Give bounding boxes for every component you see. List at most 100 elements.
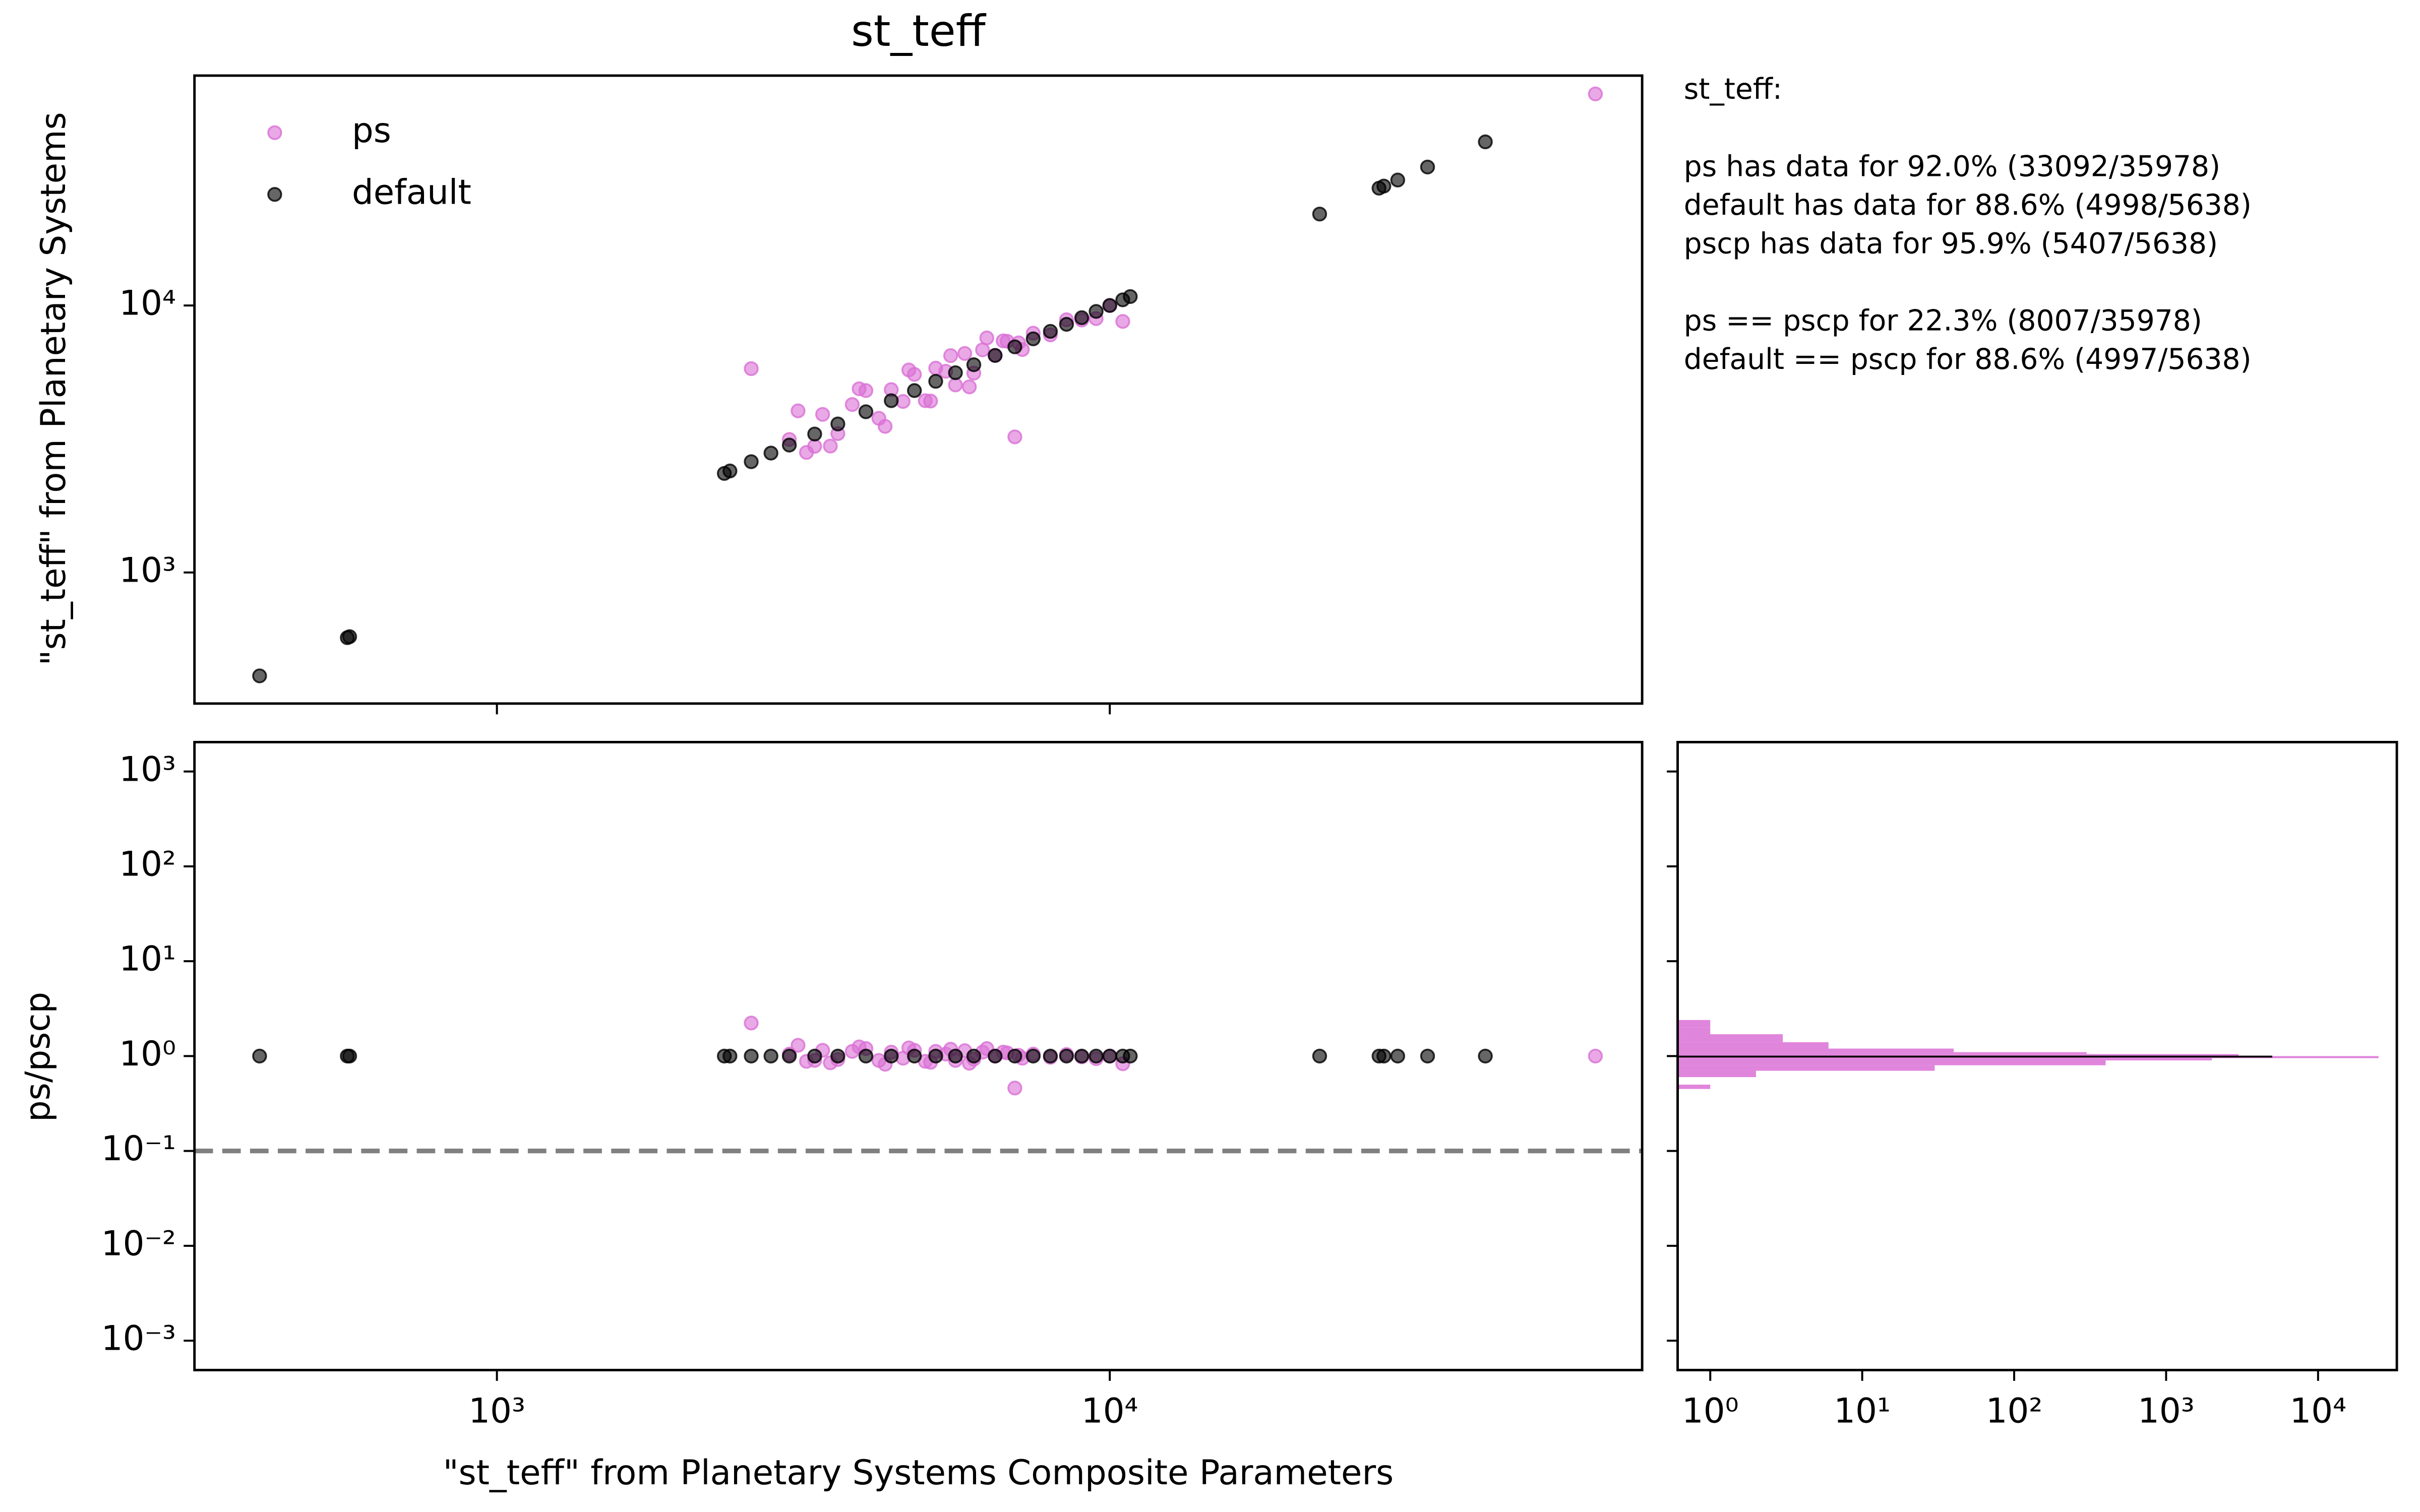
point [988,348,1003,363]
y-tick-label: 10³ [119,550,176,590]
histogram-bar [1677,1048,1954,1052]
y-tick-label: 10⁻¹ [101,1128,176,1168]
histogram-bar [1677,1042,1829,1049]
point [1043,324,1058,339]
point [830,1048,845,1064]
point [1420,1048,1435,1064]
point [858,404,874,419]
stats-line: ps has data for 92.0% (33092/35978) [1684,150,2220,183]
point [1123,289,1138,304]
axes-frame [1676,741,2398,1371]
point [815,407,830,422]
point [342,629,357,644]
point [928,373,943,389]
point [901,362,917,377]
point [948,365,963,381]
x-tick-label: 10⁴ [1081,1391,1138,1431]
axes-frame [193,74,1644,705]
point [1059,317,1074,332]
histogram-bar [1677,1085,1711,1089]
y-tick-label: 10³ [119,749,176,789]
stats-line: st_teff: [1684,73,1782,106]
point [1102,298,1117,313]
point [988,1048,1003,1064]
point [781,437,797,453]
point [781,1048,797,1064]
point [1420,159,1435,175]
stats-line: default == pscp for 88.6% (4997/5638) [1684,343,2252,376]
point [966,1048,982,1064]
point [807,438,822,454]
point [1043,1048,1058,1064]
point [957,346,973,361]
x-tick-label: 10¹ [1834,1391,1891,1431]
point [1059,1048,1074,1064]
point [807,1048,822,1064]
point [823,438,838,454]
stats-text: st_teff:ps has data for 92.0% (33092/359… [1684,73,2252,376]
point [1123,1048,1138,1064]
point [948,377,963,393]
point [807,426,822,442]
point [975,342,990,357]
stats-line: ps == pscp for 22.3% (8007/35978) [1684,304,2202,337]
point [1074,310,1090,326]
histogram-bar [1677,1055,2273,1058]
point [884,1048,899,1064]
point [252,668,267,683]
point [744,1048,759,1064]
point [966,357,982,372]
x-tick-label: 10⁴ [2289,1391,2346,1431]
point [1588,1048,1603,1064]
legend-marker [267,187,282,202]
x-axis-label: "st_teff" from Planetary Systems Composi… [443,1453,1394,1492]
histogram-bar [1677,1027,1711,1035]
point [852,381,867,397]
histogram-bar [1677,1070,1756,1078]
histogram-bar [1677,1058,2212,1061]
histogram-bar [1677,1020,1711,1028]
legend-label: ps [352,110,391,150]
y-tick-label: 10⁻² [101,1223,176,1263]
point [923,394,938,409]
point [744,361,759,376]
point [722,1048,738,1064]
point [744,1016,759,1031]
histogram-bar [1677,1034,1783,1042]
point [943,348,958,363]
y-axis-label: "st_teff" from Planetary Systems [33,112,73,665]
legend-marker [267,125,282,140]
point [722,463,738,479]
point [1088,304,1104,319]
point [744,454,759,469]
y-tick-label: 10² [119,844,176,884]
legend-label: default [352,172,471,212]
point [791,403,806,418]
point [907,383,922,398]
point [1376,1048,1392,1064]
point [1115,314,1130,329]
point [1007,1081,1022,1096]
x-tick-label: 10³ [2138,1391,2195,1431]
point [948,1048,963,1064]
point [1588,86,1603,102]
histogram-bar [1677,1060,2106,1065]
point [996,333,1011,349]
point [1102,1048,1117,1064]
point [1390,1048,1406,1064]
y-tick-label: 10⁴ [119,283,176,323]
x-tick-label: 10³ [468,1391,525,1431]
point [1007,1048,1022,1064]
point [877,419,893,434]
point [928,1048,943,1064]
y-tick-label: 10⁰ [119,1034,176,1074]
y-tick-label: 10⁻³ [101,1318,176,1358]
point [907,1048,922,1064]
point [1025,1048,1041,1064]
point [858,1048,874,1064]
point [252,1048,267,1064]
point [1088,1048,1104,1064]
